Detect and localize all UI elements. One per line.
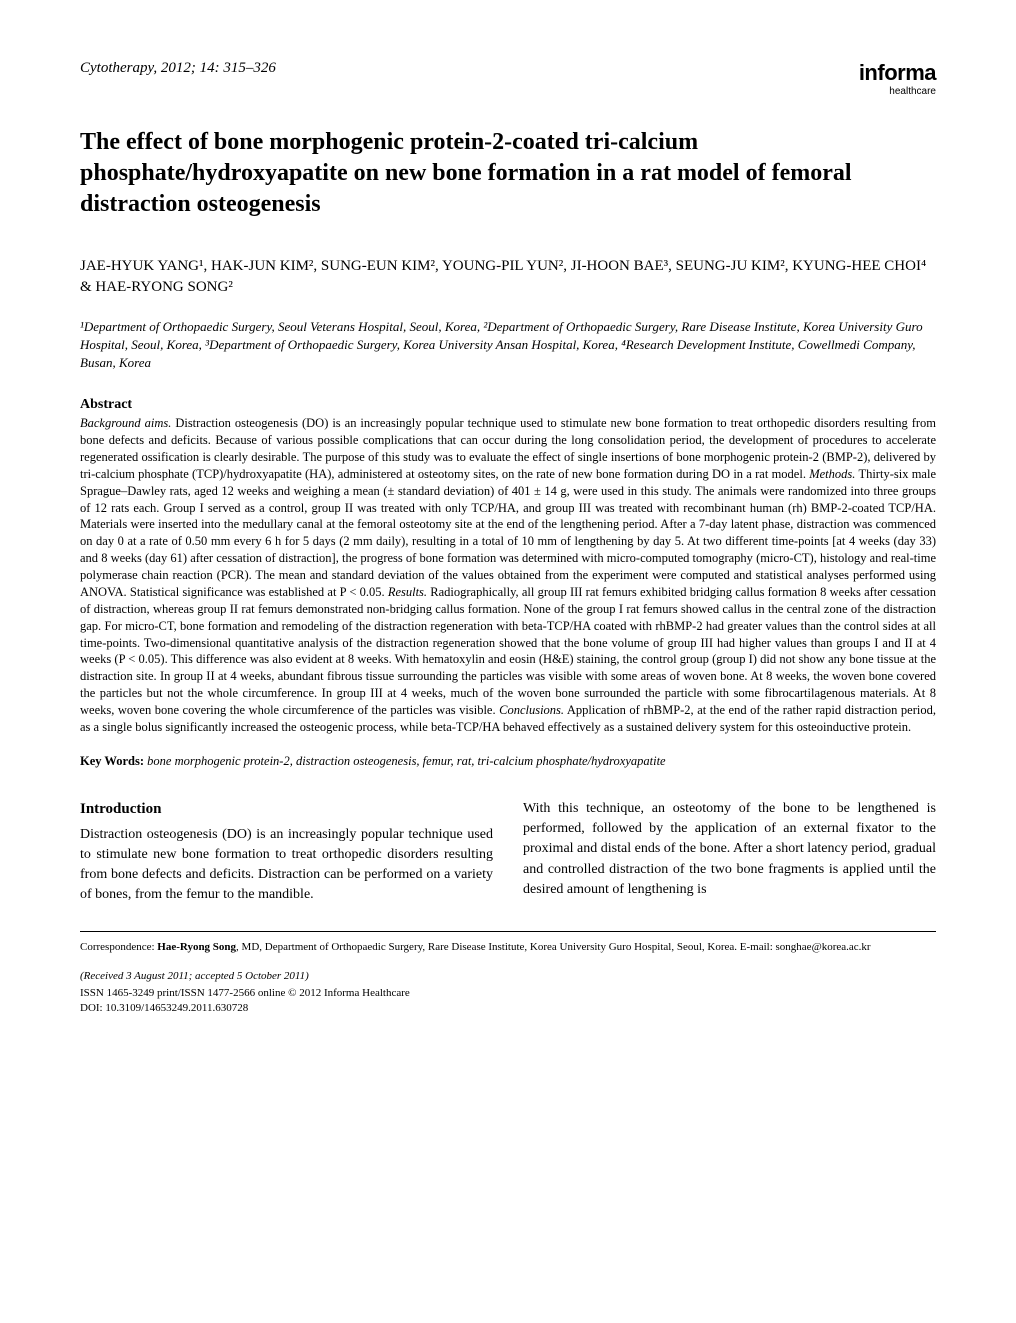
abstract-heading: Abstract bbox=[80, 397, 936, 413]
introduction-paragraph-left: Distraction osteogenesis (DO) is an incr… bbox=[80, 825, 493, 906]
abstract-conclusions-label: Conclusions. bbox=[499, 703, 564, 717]
introduction-heading: Introduction bbox=[80, 799, 493, 821]
abstract-results-label: Results. bbox=[388, 585, 427, 599]
publisher-subline: healthcare bbox=[859, 86, 936, 97]
footer-rule bbox=[80, 931, 936, 932]
keywords-text: bone morphogenic protein-2, distraction … bbox=[144, 754, 666, 768]
body-column-left: Introduction Distraction osteogenesis (D… bbox=[80, 799, 493, 906]
article-title: The effect of bone morphogenic protein-2… bbox=[80, 127, 936, 221]
correspondence-text: , MD, Department of Orthopaedic Surgery,… bbox=[236, 941, 871, 953]
correspondence: Correspondence: Hae-Ryong Song, MD, Depa… bbox=[80, 940, 936, 955]
correspondence-name: Hae-Ryong Song bbox=[157, 941, 236, 953]
doi-line: DOI: 10.3109/14653249.2011.630728 bbox=[80, 1001, 936, 1016]
publisher-name: informa bbox=[859, 60, 936, 86]
abstract-methods-label: Methods. bbox=[809, 467, 855, 481]
keywords-row: Key Words: bone morphogenic protein-2, d… bbox=[80, 754, 936, 769]
author-list: JAE-HYUK YANG¹, HAK-JUN KIM², SUNG-EUN K… bbox=[80, 256, 936, 298]
abstract-anova: ANOVA bbox=[80, 585, 124, 599]
abstract-methods-text-2: . Statistical significance was establish… bbox=[124, 585, 388, 599]
abstract-background-label: Background aims. bbox=[80, 416, 171, 430]
abstract-methods-text: Thirty-six male Sprague–Dawley rats, age… bbox=[80, 467, 936, 582]
body-columns: Introduction Distraction osteogenesis (D… bbox=[80, 799, 936, 906]
journal-reference: Cytotherapy, 2012; 14: 315–326 bbox=[80, 60, 276, 77]
abstract-body: Background aims. Distraction osteogenesi… bbox=[80, 415, 936, 736]
received-accepted: (Received 3 August 2011; accepted 5 Octo… bbox=[80, 970, 936, 982]
publisher-logo: informa healthcare bbox=[859, 60, 936, 97]
abstract-background-text: Distraction osteogenesis (DO) is an incr… bbox=[80, 416, 936, 481]
page-header: Cytotherapy, 2012; 14: 315–326 informa h… bbox=[80, 60, 936, 97]
issn-line: ISSN 1465-3249 print/ISSN 1477-2566 onli… bbox=[80, 986, 936, 1001]
keywords-label: Key Words: bbox=[80, 754, 144, 768]
introduction-paragraph-right: With this technique, an osteotomy of the… bbox=[523, 799, 936, 900]
abstract-results-text: Radiographically, all group III rat femu… bbox=[80, 585, 936, 717]
correspondence-label: Correspondence: bbox=[80, 941, 157, 953]
affiliations: ¹Department of Orthopaedic Surgery, Seou… bbox=[80, 318, 936, 373]
body-column-right: With this technique, an osteotomy of the… bbox=[523, 799, 936, 906]
